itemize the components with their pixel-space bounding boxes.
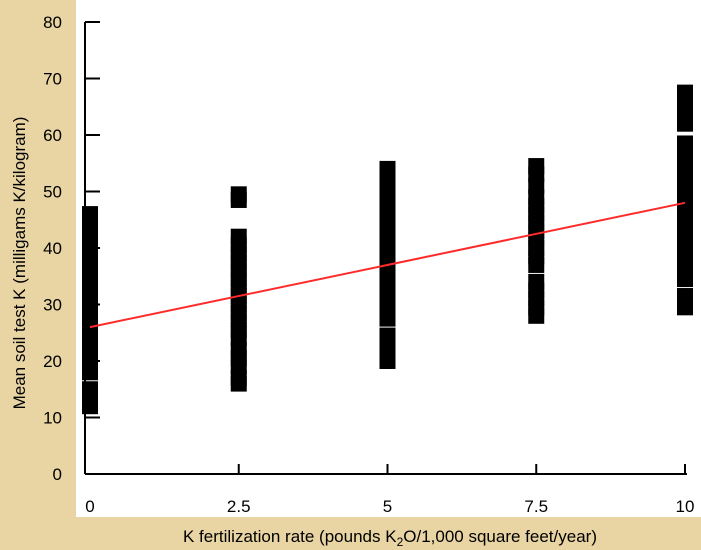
data-point [230, 186, 247, 203]
y-axis-title: Mean soil test K (milligams K/kilogram) [10, 117, 29, 410]
x-axis-title: K fertilization rate (pounds K2O/1,000 s… [183, 527, 597, 549]
data-point [379, 183, 396, 200]
y-tick-label: 30 [43, 296, 62, 315]
data-point [677, 135, 693, 152]
y-tick-label: 80 [43, 13, 62, 32]
data-point [677, 288, 693, 305]
x-axis-title-main: K fertilization rate (pounds K [183, 527, 397, 546]
data-point [528, 158, 545, 175]
x-axis-title-rest: O/1,000 square feet/year) [403, 527, 597, 546]
data-point [528, 273, 545, 290]
data-point [230, 228, 247, 245]
x-tick-label: 0 [85, 497, 94, 516]
x-tick-label: 5 [383, 497, 392, 516]
y-tick-label: 40 [43, 239, 62, 258]
trend-line [89, 201, 686, 329]
y-tick-label: 50 [43, 183, 62, 202]
x-tick-label: 7.5 [524, 497, 548, 516]
y-tick-label: 0 [53, 465, 62, 484]
y-tick-label: 10 [43, 409, 62, 428]
x-axis-title-subscript: 2 [397, 535, 404, 549]
data-point [677, 107, 693, 124]
y-axis-ticks: 0 10 20 30 40 50 60 70 80 [43, 13, 100, 484]
data-point [379, 225, 396, 242]
x-tick-label: 10 [676, 497, 695, 516]
data-point [379, 327, 396, 344]
x-tick-label: 2.5 [227, 497, 251, 516]
data-point [379, 160, 396, 177]
data-point [677, 84, 693, 101]
y-tick-label: 60 [43, 126, 62, 145]
x-axis-ticks: 0 2.5 5 7.5 10 [85, 464, 694, 516]
y-tick-label: 20 [43, 352, 62, 371]
y-tick-label: 70 [43, 70, 62, 89]
